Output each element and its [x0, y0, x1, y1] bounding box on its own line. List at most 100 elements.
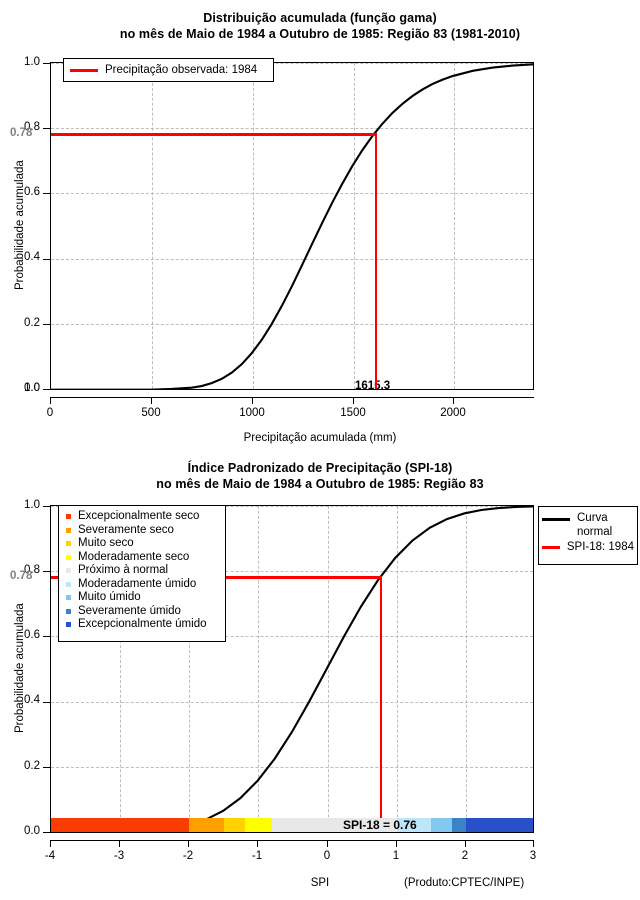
chart2-xtick-label--3: -3 — [113, 850, 125, 862]
legend-class-row-3: Moderadamente seco — [59, 551, 225, 565]
chart2-gridline-v--2 — [189, 506, 191, 832]
chart2-title-line1: Índice Padronizado de Precipitação (SPI-… — [187, 461, 453, 475]
chart2-xtick--2 — [188, 840, 190, 847]
chart1-title-line2: no mês de Maio de 1984 a Outubro de 1985… — [119, 27, 521, 41]
chart2-observed-vline — [380, 576, 383, 832]
chart1-observed-vline — [375, 133, 378, 389]
legend-class-row-7: Severamente úmido — [59, 605, 225, 619]
chart1-gridline-v-2000 — [454, 63, 456, 389]
spi-segment-excepcionalmente-umido — [465, 818, 533, 832]
chart2-ytick-0.4 — [43, 701, 50, 703]
chart2-legend-curves[interactable]: Curva normal SPI-18: 1984 — [538, 506, 638, 565]
square-swatch-icon — [66, 581, 71, 587]
chart1-gridline-h-0.2 — [51, 323, 533, 325]
legend-class-label-5: Moderadamente úmido — [78, 577, 197, 590]
chart1-plot-inner — [51, 63, 533, 389]
spi-segment-moderadamente-seco — [244, 818, 273, 832]
chart2-gridline-h-0.6 — [51, 636, 533, 638]
chart1-ytick-0.4 — [43, 258, 50, 260]
chart1-curve-gamma — [51, 63, 533, 389]
chart1-ytick-0.8 — [43, 128, 50, 130]
legend-class-label-1: Severamente seco — [78, 523, 174, 536]
chart1-observed-hline — [51, 133, 377, 136]
chart-panel-spi-normal: Índice Padronizado de Precipitação (SPI-… — [0, 450, 640, 900]
chart1-ytick-0.6 — [43, 193, 50, 195]
legend-curve-normal-text: Curva normal — [577, 512, 612, 539]
chart1-gridline-v-1000 — [252, 63, 254, 389]
square-swatch-icon — [66, 554, 71, 560]
chart2-xtick-2 — [464, 840, 466, 847]
chart2-ytick-label-0.0: 0.0 — [24, 825, 40, 837]
chart2-title-line2: no mês de Maio de 1984 a Outubro de 1985… — [156, 477, 484, 491]
chart1-gridline-h-1.0 — [51, 63, 533, 64]
chart2-gridline-v--3 — [120, 506, 122, 832]
chart2-xtick-label--4: -4 — [44, 850, 56, 862]
chart2-xtick-label-2: 2 — [461, 850, 469, 862]
chart2-xtick-label--2: -2 — [182, 850, 194, 862]
chart2-ytick-0.0 — [43, 832, 50, 833]
chart2-plot-inner: SPI-18 = 0.76 — [51, 506, 533, 832]
chart1-ytick-label-top: 1.0 — [24, 56, 40, 68]
chart2-ytick-label-0.6: 0.6 — [24, 629, 40, 641]
chart2-ytick-0.2 — [43, 766, 50, 768]
chart2-gridline-h-0.8 — [51, 571, 533, 573]
product-credit: (Produto:CPTEC/INPE) — [404, 877, 525, 889]
chart1-xtick-label-0: 0 — [46, 407, 54, 419]
square-swatch-icon — [66, 541, 71, 547]
chart2-ytick-label-0.4: 0.4 — [24, 694, 40, 706]
spi-segment-moderadamente-umido — [396, 818, 432, 832]
chart1-xtick-label-1500: 1500 — [340, 407, 366, 419]
square-swatch-icon — [66, 568, 71, 574]
chart1-observed-precip-label: 1615.3 — [355, 380, 391, 392]
chart2-ytick-label-0.2: 0.2 — [24, 760, 40, 772]
spi-segment-muito-seco — [223, 818, 245, 832]
legend-class-label-3: Moderadamente seco — [78, 550, 190, 563]
chart2-xtick--1 — [257, 840, 259, 847]
spi-colorbar — [51, 818, 533, 832]
legend-class-label-0: Excepcionalmente seco — [78, 510, 200, 522]
chart1-legend-row-observed: Precipitação observada: 1984 — [64, 59, 273, 78]
legend-curve-label-normal-1: Curva — [577, 512, 608, 524]
chart2-ytick-label-0.8: 0.8 — [24, 564, 40, 576]
legend-class-row-5: Moderadamente úmido — [59, 578, 225, 592]
chart1-observed-prob-label: 0.78 — [10, 127, 33, 139]
square-swatch-icon — [66, 608, 71, 614]
chart2-gridline-v-0 — [327, 506, 329, 832]
legend-class-label-2: Muito seco — [78, 537, 134, 549]
legend-class-row-8: Excepcionalmente úmido — [59, 618, 225, 632]
chart1-xtick-label-500: 500 — [141, 407, 161, 419]
chart1-gridline-h-0.6 — [51, 193, 533, 195]
chart1-gridline-v-1500 — [353, 63, 355, 389]
square-swatch-icon — [66, 514, 71, 520]
chart1-ytick-label-0.6: 0.6 — [24, 186, 40, 198]
chart1-ytick-0.0 — [43, 389, 50, 390]
legend-curve-label-spi: SPI-18: 1984 — [566, 541, 634, 553]
chart1-legend-label-observed: Precipitação observada: 1984 — [105, 64, 258, 76]
legend-curve-row-normal: Curva normal — [539, 512, 637, 539]
legend-class-row-1: Severamente seco — [59, 524, 225, 538]
chart2-xaxis-title: SPI — [310, 877, 330, 889]
chart2-legend-classes[interactable]: Excepcionalmente seco Severamente seco M… — [58, 505, 226, 642]
legend-class-label-4: Próximo à normal — [78, 564, 169, 576]
chart1-plot-area — [43, 62, 534, 390]
chart1-xtick-2000 — [453, 397, 455, 404]
legend-class-label-8: Excepcionalmente úmido — [78, 618, 207, 630]
spi-value-label: SPI-18 = 0.76 — [343, 818, 417, 832]
chart1-ytick-0.2 — [43, 323, 50, 325]
chart1-xtick-label-2000: 2000 — [440, 407, 466, 419]
chart1-ytick-label-0.2: 0.2 — [24, 317, 40, 329]
chart2-ytick-label-1.0: 1.0 — [24, 499, 40, 511]
chart2-gridline-h-1.0 — [51, 506, 533, 507]
chart1-gridline-h-0.4 — [51, 258, 533, 260]
chart1-gridline-h-0.8 — [51, 128, 533, 130]
chart1-xtick-500 — [150, 397, 152, 404]
chart2-gridline-v--1 — [258, 506, 260, 832]
chart1-ytick-label-0.0: 0.0 — [24, 382, 40, 394]
spi-segment-muito-umido — [431, 818, 452, 832]
chart2-xtick-1 — [395, 840, 397, 847]
chart1-xtick-label-1000: 1000 — [239, 407, 265, 419]
chart1-xaxis-line — [50, 397, 534, 398]
chart2-xtick-label--1: -1 — [251, 850, 263, 862]
chart1-legend[interactable]: Precipitação observada: 1984 — [63, 58, 274, 82]
